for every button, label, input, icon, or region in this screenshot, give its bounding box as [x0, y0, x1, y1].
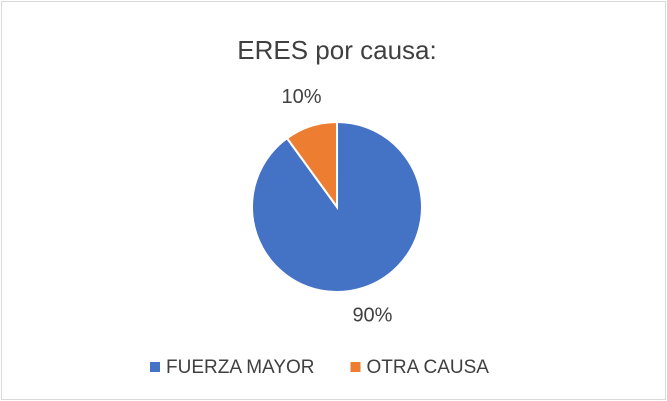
pie-slice: [285, 120, 338, 211]
legend-label: FUERZA MAYOR: [166, 357, 315, 378]
legend-swatch: [350, 362, 361, 372]
data-label: 10%: [282, 86, 322, 108]
legend-label: OTRA CAUSA: [367, 357, 490, 378]
chart-title: ERES por causa:: [237, 35, 436, 65]
data-label: 90%: [352, 304, 392, 326]
legend-swatch: [150, 362, 160, 372]
